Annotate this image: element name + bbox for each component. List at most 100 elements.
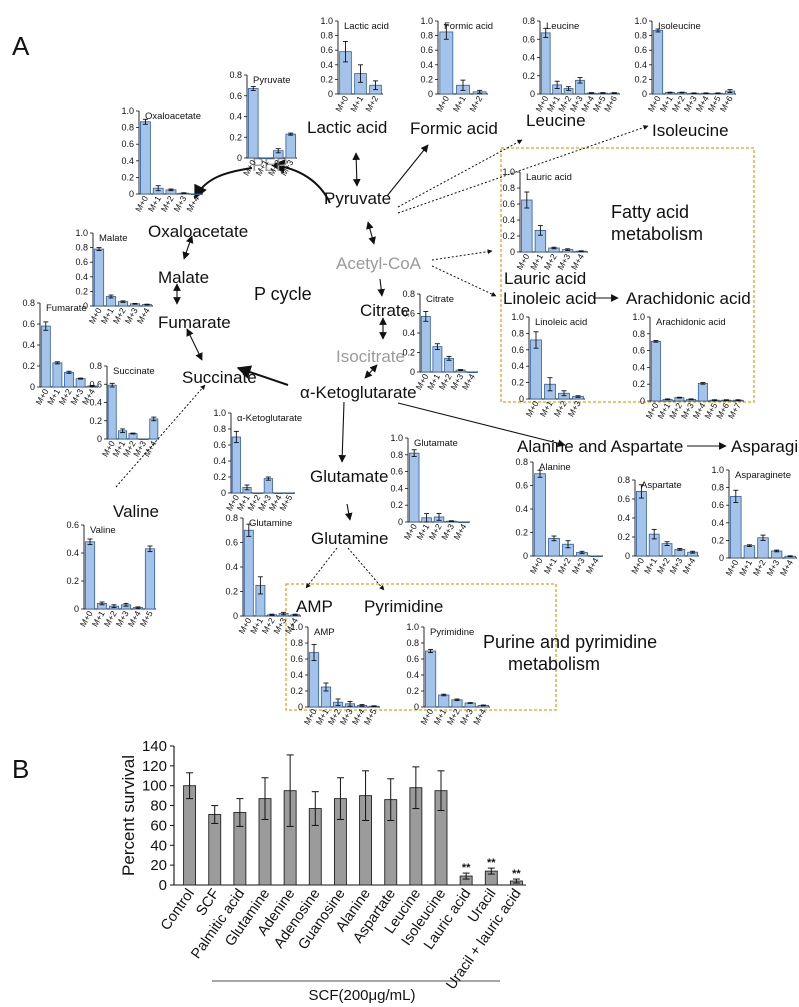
chart-title: Citrate xyxy=(426,294,454,305)
y-tick-label: 40 xyxy=(150,837,167,854)
chart-pyrimidine: 00.20.40.60.81.0 PyrimidineM+0M+1M+2M+3M+… xyxy=(406,622,490,727)
pathway-arrows xyxy=(173,144,727,521)
y-tick-label: 0.2 xyxy=(290,686,303,696)
x-tick-label: M+5 xyxy=(277,493,294,513)
x-tick-label: M+1 xyxy=(348,94,365,114)
fatty-acid-title-2: metabolism xyxy=(611,224,703,244)
y-tick-label: 0.4 xyxy=(502,215,515,225)
dotted-arrows xyxy=(115,125,649,591)
y-tick-label: 0.2 xyxy=(634,74,647,84)
y-tick-label: 0.6 xyxy=(406,654,419,664)
node-formic-acid: Formic acid xyxy=(410,119,498,138)
y-tick-label: 0.8 xyxy=(502,183,515,193)
x-tick-label: M+3 xyxy=(764,558,781,578)
chart-title: Leucine xyxy=(546,21,579,32)
y-tick-label: 0.6 xyxy=(66,520,79,530)
y-tick-label: 0.2 xyxy=(213,472,226,482)
y-tick-label: 0 xyxy=(530,89,535,99)
bar-m-0 xyxy=(231,436,241,494)
chart-lactic-acid: 0 0.2 0.4 0.6 0.8 1.0 Lactic acid M+0M+1M+2 xyxy=(320,16,388,114)
node-lactic-acid: Lactic acid xyxy=(307,118,387,137)
node-alpha-ketoglutarate: α-Ketoglutarate xyxy=(300,383,417,402)
y-tick-label: 0.8 xyxy=(225,513,238,523)
y-tick-label: 100 xyxy=(142,778,167,795)
y-tick-label: 0.8 xyxy=(213,424,226,434)
y-tick-label: 1.0 xyxy=(420,16,433,26)
y-tick-label: 0.6 xyxy=(75,257,88,267)
y-tick-label: 0.2 xyxy=(121,172,134,182)
node-malate: Malate xyxy=(158,268,209,287)
x-tick-label: M+4 xyxy=(584,556,601,576)
chart-asparaginete: 0 0.2 0.4 0.6 0.8 1.0 Asparaginete M+0M+1M+2M+3… xyxy=(711,465,797,578)
y-tick-label: 0 xyxy=(523,551,528,561)
bar-m-3 xyxy=(75,378,86,388)
y-tick-label: 0.6 xyxy=(502,199,515,209)
y-tick-label: 1.0 xyxy=(213,408,226,418)
bar-m-3 xyxy=(263,478,273,494)
bar-m-4 xyxy=(191,193,202,196)
y-tick-label: 0.4 xyxy=(632,362,645,372)
bar-m-0 xyxy=(540,32,551,95)
y-tick-label: 0.6 xyxy=(711,500,724,510)
y-tick-label: 0.8 xyxy=(522,16,535,26)
y-tick-label: 0.6 xyxy=(213,440,226,450)
node-arachidonic-acid: Arachidonic acid xyxy=(626,289,751,308)
x-tick-label: M+2 xyxy=(556,556,573,576)
bar-m-4 xyxy=(149,418,159,440)
y-tick-label: 0.8 xyxy=(229,70,242,80)
y-tick-label: 0.6 xyxy=(420,45,433,55)
y-tick-label: 0.6 xyxy=(402,309,415,319)
bar-m-0 xyxy=(243,529,254,617)
bar-scf xyxy=(208,814,222,886)
y-tick-label: 0.4 xyxy=(229,112,242,122)
y-tick-label: 0.2 xyxy=(320,74,333,84)
y-tick-label: 0.6 xyxy=(390,467,403,477)
y-tick-label: 0.2 xyxy=(229,132,242,142)
y-tick-label: 0.8 xyxy=(406,638,419,648)
y-tick-label: 0.2 xyxy=(515,528,528,538)
y-tick-label: 1.0 xyxy=(632,312,645,322)
y-tick-label: 0 xyxy=(642,89,647,99)
y-tick-label: 0.6 xyxy=(632,346,645,356)
node-valine: Valine xyxy=(113,502,159,521)
node-asparaginete: Asparaginete xyxy=(731,437,799,456)
y-tick-label: 0.8 xyxy=(75,243,88,253)
chart-title: Glutamine xyxy=(249,518,292,529)
chart-title: Linoleic acid xyxy=(535,317,587,328)
y-tick-label: 0.8 xyxy=(511,328,524,338)
y-tick-label: 0.6 xyxy=(320,45,333,55)
y-tick-label: 0.8 xyxy=(402,289,415,299)
y-tick-label: 0.6 xyxy=(511,345,524,355)
chart-title: Asparaginete xyxy=(735,470,791,481)
purine-pyrimidine-box xyxy=(285,583,557,711)
y-tick-label: 0 xyxy=(159,877,167,894)
y-tick-label: 0.6 xyxy=(290,654,303,664)
y-tick-label: 0 xyxy=(129,189,134,199)
y-tick-label: 120 xyxy=(142,758,167,775)
y-tick-label: 0.4 xyxy=(121,156,134,166)
x-tick-label: M+2 xyxy=(363,94,380,114)
y-tick-label: 0.2 xyxy=(711,535,724,545)
node-glutamate: Glutamate xyxy=(310,467,388,486)
y-tick-label: 0.4 xyxy=(515,504,528,514)
y-tick-label: 0 xyxy=(510,247,515,257)
chart-oxaloacetate: 00.20.40.60.81.0 OxaloacetateM+0M+1M+2M+3… xyxy=(121,106,203,214)
y-tick-label: 0.8 xyxy=(617,475,630,485)
y-tick-label: 0 xyxy=(83,301,88,311)
bar-control xyxy=(183,785,197,886)
y-tick-label: 0.2 xyxy=(225,587,238,597)
chart-isoleucine: 00.20.40.60.81.0 IsoleucineM+0M+1M+2M+3M+… xyxy=(634,16,736,114)
y-tick-label: 0 xyxy=(428,89,433,99)
chart-title: Glutamate xyxy=(414,438,458,449)
chart-title: Lauric acid xyxy=(526,172,572,183)
y-tick-label: 60 xyxy=(150,817,167,834)
y-tick-label: 0.2 xyxy=(75,286,88,296)
bar-m-0 xyxy=(650,340,661,402)
x-tick-label: M+0 xyxy=(528,556,545,576)
bar-m-1 xyxy=(438,694,450,708)
node-pep: PEP xyxy=(252,155,288,175)
